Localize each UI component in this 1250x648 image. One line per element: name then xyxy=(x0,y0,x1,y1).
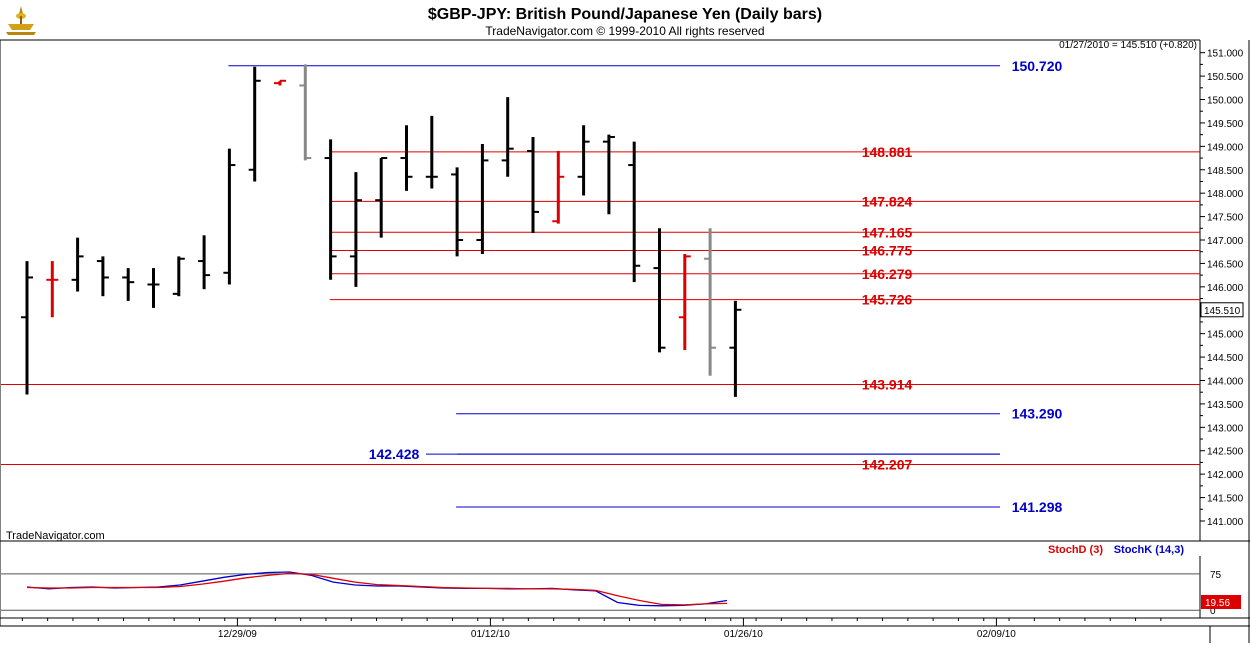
ohlc-bar xyxy=(274,79,286,86)
date-tick-label: 01/26/10 xyxy=(724,629,763,640)
ohlc-bar xyxy=(375,157,388,238)
price-tick-label: 145.000 xyxy=(1207,330,1244,341)
ohlc-bar xyxy=(400,125,413,191)
ohlc-bar xyxy=(501,97,514,177)
chart-title: $GBP-JPY: British Pound/Japanese Yen (Da… xyxy=(428,6,822,23)
stoch-tick-label: 0 xyxy=(1210,606,1216,617)
price-tick-label: 150.500 xyxy=(1207,72,1244,83)
ohlc-bar xyxy=(71,237,84,292)
level-label: 150.720 xyxy=(1012,58,1063,74)
ohlc-bar xyxy=(628,141,641,283)
price-tick-label: 141.000 xyxy=(1207,517,1244,528)
ohlc-bar xyxy=(602,134,615,215)
ohlc-bar xyxy=(46,261,59,318)
ohlc-bar xyxy=(21,261,33,395)
ohlc-bar xyxy=(349,172,362,287)
date-tick-label: 02/09/10 xyxy=(977,629,1016,640)
price-tick-label: 149.000 xyxy=(1207,142,1244,153)
price-tick-label: 144.000 xyxy=(1207,376,1244,387)
ohlc-bars xyxy=(21,64,742,397)
watermark-label: TradeNavigator.com xyxy=(6,530,105,542)
price-tick-label: 147.500 xyxy=(1207,213,1244,224)
price-tick-label: 151.000 xyxy=(1207,49,1244,60)
ohlc-bar xyxy=(678,254,691,351)
price-tick-label: 147.000 xyxy=(1207,236,1244,247)
stoch-axis: 75 0 xyxy=(1,570,1222,617)
stoch-d-legend: StochD (3) xyxy=(1048,544,1103,556)
stoch-series-line xyxy=(26,572,728,606)
price-tick-label: 149.500 xyxy=(1207,119,1244,130)
level-label: 148.881 xyxy=(862,144,913,160)
ohlc-bar xyxy=(425,115,438,189)
price-tick-label: 141.500 xyxy=(1207,494,1244,505)
last-quote: 01/27/2010 = 145.510 (+0.820) xyxy=(1059,40,1197,51)
ohlc-bar xyxy=(451,167,464,257)
ohlc-bar xyxy=(552,151,565,224)
ohlc-bar xyxy=(198,235,211,290)
level-label: 143.290 xyxy=(1012,406,1063,422)
stoch-tick-label: 75 xyxy=(1210,570,1222,581)
level-label: 147.824 xyxy=(862,193,913,209)
price-tick-label: 143.500 xyxy=(1207,400,1244,411)
price-tick-label: 150.000 xyxy=(1207,96,1244,107)
price-tick-label: 142.500 xyxy=(1207,447,1244,458)
ohlc-bar xyxy=(476,144,489,255)
level-label: 146.279 xyxy=(862,266,913,282)
current-price-tag: 145.510 xyxy=(1200,302,1244,318)
date-tick-label: 12/29/09 xyxy=(218,629,257,640)
ohlc-bar xyxy=(527,136,539,233)
ohlc-bar xyxy=(324,139,337,280)
price-tick-label: 146.500 xyxy=(1207,259,1244,270)
level-label: 141.298 xyxy=(1012,499,1063,515)
stoch-value-tag: 19.56 xyxy=(1201,595,1241,609)
price-axis: 151.000 150.500 150.000 149.500 149.000 148.5… xyxy=(1200,49,1244,528)
level-label: 143.914 xyxy=(862,377,913,393)
price-tick-label: 142.000 xyxy=(1207,470,1244,481)
stoch-current-value: 19.56 xyxy=(1205,598,1230,609)
ohlc-bar xyxy=(172,256,185,297)
chart-copyright: TradeNavigator.com © 1999-2010 All right… xyxy=(485,24,764,38)
ohlc-bar xyxy=(122,268,135,301)
ohlc-bar xyxy=(248,66,261,182)
ohlc-bar xyxy=(729,300,742,397)
price-tick-label: 143.000 xyxy=(1207,423,1244,434)
ohlc-bar xyxy=(704,228,717,376)
ohlc-bar xyxy=(299,64,312,161)
level-label: 142.207 xyxy=(862,456,913,472)
date-tick-label: 01/12/10 xyxy=(471,629,510,640)
ohlc-bar xyxy=(96,256,109,297)
levels-layer: 150.720 148.881 147.824 147.165 146.775 146.2… xyxy=(1,58,1200,515)
level-label: 146.775 xyxy=(862,243,913,259)
level-label: 147.165 xyxy=(862,224,913,240)
current-price-label: 145.510 xyxy=(1204,306,1241,317)
price-tick-label: 144.500 xyxy=(1207,353,1244,364)
stoch-k-legend: StochK (14,3) xyxy=(1114,544,1185,556)
price-tick-label: 148.000 xyxy=(1207,189,1244,200)
tradenavigator-logo-icon xyxy=(4,4,38,36)
level-label: 142.428 xyxy=(369,446,420,462)
price-tick-label: 146.000 xyxy=(1207,283,1244,294)
price-tick-label: 148.500 xyxy=(1207,166,1244,177)
ohlc-bar xyxy=(653,228,666,353)
ohlc-bar xyxy=(577,125,590,196)
date-axis: 12/29/09 01/12/10 01/26/10 02/09/10 xyxy=(21,618,1162,640)
price-panel-frame xyxy=(0,39,1250,643)
ohlc-bar xyxy=(223,148,236,285)
stoch-panel-frame xyxy=(0,556,1250,643)
ohlc-bar xyxy=(147,268,160,308)
level-label: 145.726 xyxy=(862,292,913,308)
stoch-lines xyxy=(26,571,728,607)
